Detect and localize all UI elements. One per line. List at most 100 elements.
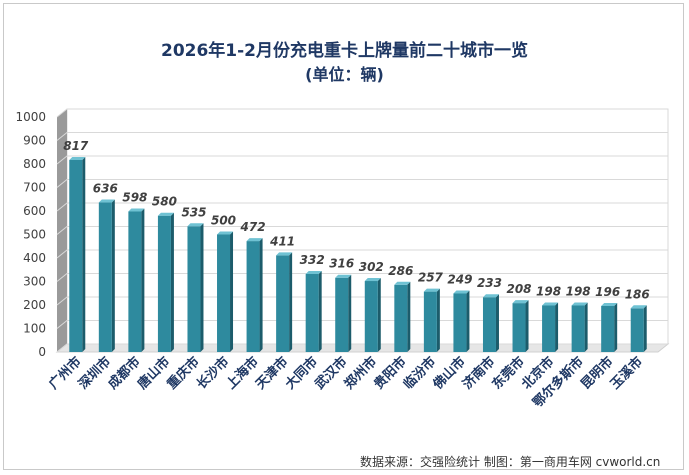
- bar-side: [555, 302, 559, 352]
- gridline: [56, 155, 668, 165]
- data-label: 598: [122, 190, 147, 204]
- bar-top: [394, 281, 411, 285]
- bar-side: [170, 212, 174, 352]
- bar-top: [187, 223, 204, 227]
- data-label: 316: [329, 257, 354, 271]
- bar-side: [525, 300, 529, 352]
- data-label: 411: [269, 234, 295, 248]
- bar-side: [348, 274, 352, 352]
- bar-top: [571, 302, 588, 306]
- bar-side: [289, 252, 293, 352]
- data-label: 198: [536, 284, 561, 298]
- bar-top: [276, 252, 293, 256]
- bar-side: [495, 294, 499, 352]
- bar-top: [217, 231, 234, 235]
- chart-title: 2026年1-2月份充电重卡上牌量前二十城市一览: [160, 41, 529, 61]
- gridline: [56, 273, 668, 282]
- bar-side: [614, 302, 618, 352]
- x-tick-label: 天津市: [253, 354, 292, 393]
- bar: [482, 297, 496, 352]
- bar-top: [512, 300, 529, 304]
- bar-side: [436, 288, 440, 352]
- bar-side: [643, 305, 647, 352]
- bar: [542, 305, 556, 352]
- gridline: [56, 226, 668, 235]
- bar-side: [200, 223, 204, 352]
- bar-top: [542, 302, 559, 306]
- bar-top: [128, 208, 145, 212]
- x-tick-label: 昆明市: [578, 354, 617, 393]
- bar-top: [482, 294, 499, 298]
- y-tick-label: 0: [38, 345, 46, 359]
- bar: [423, 291, 437, 352]
- y-tick-label: 100: [23, 322, 46, 336]
- bar-top: [246, 238, 263, 242]
- bar-top: [423, 288, 440, 292]
- bar: [128, 211, 142, 352]
- x-tick-label: 深圳市: [75, 354, 114, 393]
- data-label: 196: [595, 285, 620, 299]
- y-tick-label: 900: [23, 134, 46, 148]
- bar: [69, 160, 83, 352]
- bar-top: [601, 302, 618, 306]
- bar-side: [111, 199, 115, 352]
- y-tick-label: 800: [23, 157, 46, 171]
- y-tick-label: 1000: [15, 110, 46, 124]
- bar: [453, 293, 467, 352]
- bar: [187, 226, 201, 352]
- data-label: 286: [388, 264, 413, 278]
- bar-top: [157, 212, 174, 216]
- bar-side: [584, 302, 588, 352]
- data-label: 302: [359, 260, 384, 274]
- bar: [98, 202, 112, 352]
- data-label: 233: [477, 276, 502, 290]
- bar-top: [630, 305, 647, 309]
- bar: [601, 305, 615, 352]
- data-label: 249: [447, 272, 472, 286]
- data-label: 257: [418, 271, 444, 285]
- data-label: 500: [211, 214, 236, 228]
- bar-side: [141, 208, 145, 352]
- x-tick-label: 广州市: [46, 354, 85, 393]
- data-label: 332: [300, 253, 325, 267]
- y-tick-label: 300: [23, 275, 46, 289]
- y-tick-label: 600: [23, 204, 46, 218]
- bar-side: [466, 290, 470, 352]
- x-tick-label: 济南市: [459, 354, 498, 393]
- gridline: [56, 108, 668, 118]
- bar: [246, 241, 260, 352]
- x-tick-label: 佛山市: [429, 354, 469, 394]
- x-tick-label: 唐山市: [134, 354, 173, 393]
- x-tick-label: 大同市: [282, 354, 321, 393]
- data-label: 198: [566, 284, 591, 298]
- bar: [335, 277, 349, 352]
- bar-side: [318, 270, 322, 352]
- data-label: 472: [240, 220, 266, 234]
- bar-side: [259, 238, 263, 352]
- data-label: 535: [181, 205, 206, 219]
- x-tick-label: 成都市: [105, 354, 144, 393]
- bar-top: [364, 278, 381, 282]
- x-tick-label: 玉溪市: [607, 354, 646, 393]
- data-label: 580: [152, 195, 177, 209]
- y-tick-label: 500: [23, 228, 46, 242]
- gridline: [56, 249, 668, 259]
- gridline: [56, 179, 668, 188]
- x-tick-label: 东莞市: [489, 354, 528, 393]
- bar-side: [377, 278, 381, 352]
- bar: [630, 308, 644, 352]
- x-tick-label: 长沙市: [193, 354, 232, 393]
- bar: [512, 303, 526, 352]
- data-label: 208: [506, 282, 531, 296]
- bar: [364, 281, 378, 352]
- x-tick-label: 重庆市: [164, 354, 203, 393]
- x-tick-label: 郑州市: [341, 354, 380, 393]
- bar: [157, 215, 171, 352]
- bar: [276, 255, 290, 352]
- x-tick-label: 临汾市: [400, 354, 439, 393]
- chart-subtitle: (单位：辆): [305, 65, 384, 84]
- bar-top: [335, 274, 352, 278]
- bar: [571, 305, 585, 352]
- data-label: 636: [93, 182, 118, 196]
